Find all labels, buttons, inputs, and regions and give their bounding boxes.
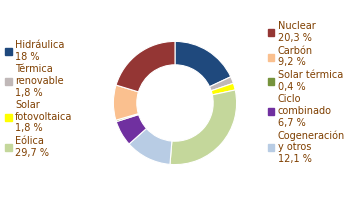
Wedge shape [116,115,147,144]
Wedge shape [175,41,231,87]
Wedge shape [129,128,172,164]
Legend: Nuclear
20,3 %, Carbón
9,2 %, Solar térmica
0,4 %, Ciclo
combinado
6,7 %, Cogene: Nuclear 20,3 %, Carbón 9,2 %, Solar térm… [268,21,345,164]
Wedge shape [211,83,235,95]
Wedge shape [170,90,237,165]
Wedge shape [116,41,175,92]
Wedge shape [116,114,139,122]
Wedge shape [210,77,233,91]
Wedge shape [113,85,139,120]
Legend: Hidráulica
18 %, Térmica
renovable
1,8 %, Solar
fotovoltaica
1,8 %, Eólica
29,7 : Hidráulica 18 %, Térmica renovable 1,8 %… [5,40,72,158]
